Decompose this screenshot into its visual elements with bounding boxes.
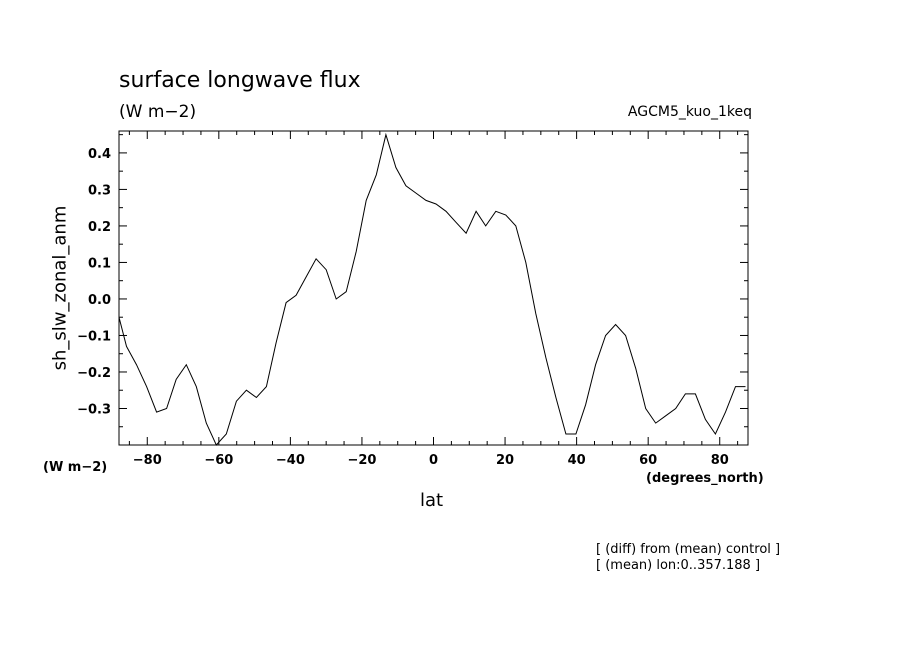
y-tick-label: 0.0 [88, 293, 111, 308]
y-tick-label: 0.1 [88, 256, 111, 271]
chart-title: surface longwave flux [119, 68, 361, 93]
dataset-label: AGCM5_kuo_1keq [627, 104, 752, 120]
x-tick-label: −60 [204, 453, 233, 468]
x-tick-label: 60 [639, 453, 657, 468]
note-mean: [ (mean) lon:0..357.188 ] [596, 558, 761, 573]
x-tick-label: −40 [276, 453, 305, 468]
note-diff: [ (diff) from (mean) control ] [596, 542, 781, 557]
y-tick-label: −0.1 [77, 329, 111, 344]
x-tick-label: 20 [496, 453, 514, 468]
y-unit-label: (W m−2) [43, 460, 108, 475]
x-unit-label: (degrees_north) [646, 471, 764, 486]
x-tick-label: −80 [133, 453, 162, 468]
plot-frame [118, 130, 749, 446]
series-line [118, 132, 746, 446]
x-tick-label: 80 [711, 453, 729, 468]
x-tick-label: −20 [347, 453, 376, 468]
x-tick-label: 0 [429, 453, 438, 468]
x-axis-label: lat [420, 490, 444, 511]
x-tick-label: 40 [568, 453, 586, 468]
chart-subtitle: (W m−2) [119, 102, 197, 122]
y-tick-label: −0.3 [77, 402, 111, 417]
y-tick-label: 0.4 [88, 147, 111, 162]
y-tick-label: 0.2 [88, 220, 111, 235]
y-tick-label: 0.3 [88, 183, 111, 198]
y-tick-label: −0.2 [77, 366, 111, 381]
